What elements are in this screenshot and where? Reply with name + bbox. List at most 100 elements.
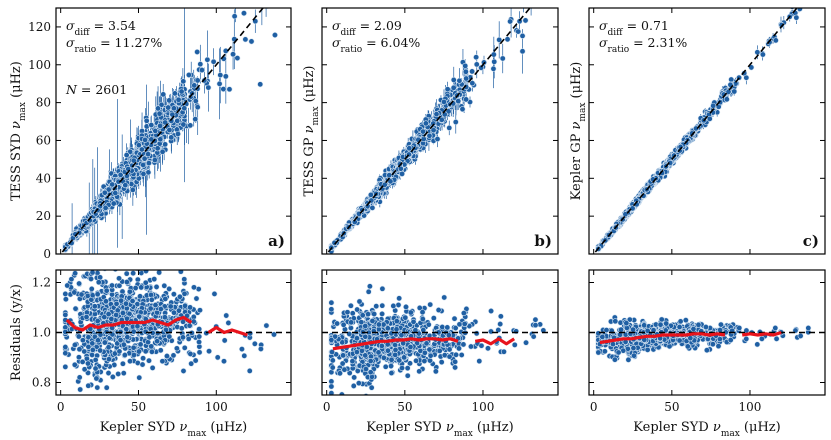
y-tick-label: 0 [43,247,51,261]
y-tick-label: 20 [36,209,51,223]
data-point [231,13,238,20]
data-point [539,0,544,4]
data-point [226,86,233,93]
data-point [168,134,175,141]
data-point [110,200,117,207]
data-point [143,117,150,124]
data-point [540,0,545,3]
data-point [205,84,212,91]
data-point [522,0,527,3]
data-point [397,165,404,172]
data-point [138,146,145,153]
stat-annotation: σdiff = 3.54 [66,18,136,38]
data-point [519,32,526,39]
data-point [462,62,469,69]
data-point [130,157,137,164]
data-point [444,86,451,93]
data-point [230,51,237,58]
data-point [473,61,480,68]
y-tick-label: 100 [28,58,51,72]
data-point [101,189,108,196]
data-point [242,36,249,43]
stat-annotation: N = 2601 [65,82,127,97]
data-point [496,36,503,43]
data-point [166,127,173,134]
data-point [331,239,338,246]
data-point [141,155,148,162]
data-point [109,181,116,188]
data-point [204,56,211,63]
data-point [450,76,457,83]
data-point [145,160,152,167]
data-point [531,0,536,1]
data-points [62,0,278,253]
data-point [112,190,119,197]
data-point [165,104,172,111]
data-point [462,68,469,75]
one-to-one-line [59,8,265,254]
data-point [194,48,201,55]
data-point [386,172,393,179]
data-point [162,119,169,126]
data-point [175,96,182,103]
data-point [438,116,445,123]
data-point [197,61,204,68]
data-point [521,0,526,2]
y-tick-label: 40 [36,171,51,185]
data-point [452,119,459,126]
data-point [191,82,198,89]
data-point [519,48,526,55]
data-point [122,182,129,189]
data-point [105,186,112,193]
data-point [491,58,498,65]
data-point [156,110,163,117]
data-point [430,127,437,134]
data-point [434,136,441,143]
axes-frame [55,7,292,255]
data-point [194,104,201,111]
data-point [507,18,514,25]
data-point [222,73,229,80]
data-point [140,161,147,168]
data-point [463,96,470,103]
data-point [456,77,463,84]
plot-area [592,8,806,254]
data-point [140,170,147,177]
data-point [220,86,227,93]
data-point [145,151,152,158]
stat-annotation: σratio = 11.27% [66,35,162,55]
data-point [455,98,462,105]
data-point [187,122,194,129]
data-point [253,0,258,3]
data-point [181,105,188,112]
data-point [123,152,130,159]
data-point [406,145,413,152]
data-point [174,117,181,124]
panel-label: b) [534,232,552,250]
data-point [170,105,177,112]
data-point [180,121,187,128]
data-point [515,28,522,35]
data-point [233,0,238,1]
data-point [216,80,223,87]
y-tick-label: 120 [28,20,51,34]
one-to-one-line [325,8,531,254]
data-point [210,58,217,65]
data-point [446,124,453,131]
data-point [151,157,158,164]
data-point [194,77,201,84]
data-point [426,132,433,139]
data-point [171,90,178,97]
data-point [159,148,166,155]
data-point [399,170,406,177]
data-point [463,75,470,82]
data-point [178,88,185,95]
data-point [217,72,224,79]
data-point [160,91,167,98]
data-point [433,111,440,118]
data-point [192,116,199,123]
stat-annotation: σratio = 6.04% [332,35,420,55]
y-axis-label: TESS SYD νmax (μHz) [9,61,28,201]
data-point [469,68,476,75]
